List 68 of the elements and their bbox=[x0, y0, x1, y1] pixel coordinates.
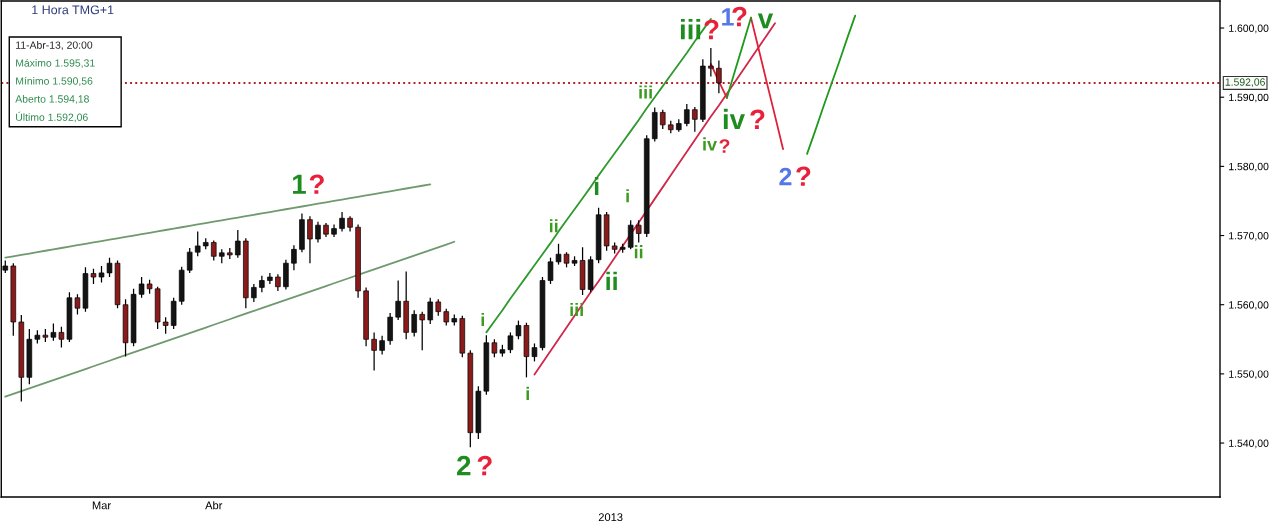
candlestick bbox=[419, 311, 425, 351]
annotation: Máximo 1.595,31 bbox=[16, 58, 95, 68]
annotation: 1 bbox=[292, 174, 306, 194]
annotation: ii bbox=[606, 271, 617, 290]
candlestick bbox=[283, 259, 289, 291]
candlestick bbox=[716, 59, 722, 94]
annotation: ? bbox=[704, 19, 719, 40]
annotation: ? bbox=[477, 455, 492, 476]
candlestick bbox=[427, 297, 433, 325]
x-tick-label: Mar bbox=[92, 501, 111, 510]
annotation: ii bbox=[549, 219, 558, 233]
candlestick bbox=[339, 211, 345, 233]
y-tick-label: 1.580,00 bbox=[1229, 162, 1269, 172]
candlestick bbox=[58, 326, 65, 349]
annotation: i bbox=[526, 386, 529, 400]
annotation: 2 bbox=[779, 167, 792, 186]
candlestick bbox=[307, 215, 313, 264]
candlestick bbox=[515, 319, 522, 340]
candlestick bbox=[291, 244, 297, 271]
candlestick bbox=[395, 279, 401, 321]
annotation: ? bbox=[732, 6, 747, 27]
y-tick-label: 1.600,00 bbox=[1229, 24, 1269, 34]
candlestick bbox=[371, 331, 377, 372]
y-tick-label: 1.550,00 bbox=[1229, 370, 1269, 379]
annotation: 1 bbox=[722, 8, 734, 26]
chart-title: 1 Hora TMG+1 bbox=[32, 5, 114, 15]
annotation: ? bbox=[719, 139, 730, 153]
annotation: iii bbox=[639, 85, 652, 99]
candlestick bbox=[138, 276, 145, 299]
candlestick bbox=[379, 335, 385, 356]
ref-line-label: 1.592,06 bbox=[1225, 78, 1265, 87]
annotation: v bbox=[757, 13, 774, 29]
candlestick bbox=[194, 230, 201, 257]
annotation: Aberto 1.594,18 bbox=[15, 94, 89, 104]
line-series bbox=[4, 240, 456, 398]
annotation: iii bbox=[680, 19, 701, 40]
candlestick bbox=[692, 106, 698, 133]
annotation: iv bbox=[723, 108, 745, 129]
y-tick-label: 1.570,00 bbox=[1229, 232, 1269, 241]
annotation: Mínimo 1.590,56 bbox=[16, 76, 93, 86]
candlestick bbox=[186, 247, 193, 274]
candlestick bbox=[315, 221, 321, 244]
candlestick bbox=[627, 219, 634, 250]
x-axis-title: 2013 bbox=[598, 513, 623, 522]
y-tick-label: 1.590,00 bbox=[1229, 93, 1269, 103]
candlestick bbox=[507, 331, 514, 354]
x-tick-label: Abr bbox=[205, 501, 223, 510]
candlestick bbox=[708, 47, 714, 78]
y-tick-label: 1.560,00 bbox=[1229, 301, 1269, 310]
annotation: ? bbox=[796, 166, 811, 186]
candlestick bbox=[211, 239, 217, 262]
y-tick-label: 1.540,00 bbox=[1229, 439, 1269, 449]
candlestick bbox=[411, 309, 417, 338]
annotation: i bbox=[594, 177, 599, 196]
annotation: ? bbox=[309, 174, 324, 194]
annotation: iv bbox=[703, 137, 717, 151]
annotation: Último 1.592,06 bbox=[16, 111, 88, 123]
annotation: ? bbox=[750, 109, 765, 129]
annotation: 11-Abr-13, 20:00 bbox=[16, 41, 93, 50]
candlestick bbox=[635, 219, 642, 244]
candlestick bbox=[660, 109, 666, 130]
annotation: i bbox=[626, 189, 629, 203]
candlestick bbox=[684, 103, 690, 127]
annotation: 2 bbox=[457, 455, 471, 476]
annotation: ii bbox=[634, 245, 643, 259]
annotation: i bbox=[481, 312, 484, 327]
candlestick bbox=[387, 312, 393, 346]
candlestick bbox=[235, 229, 241, 259]
